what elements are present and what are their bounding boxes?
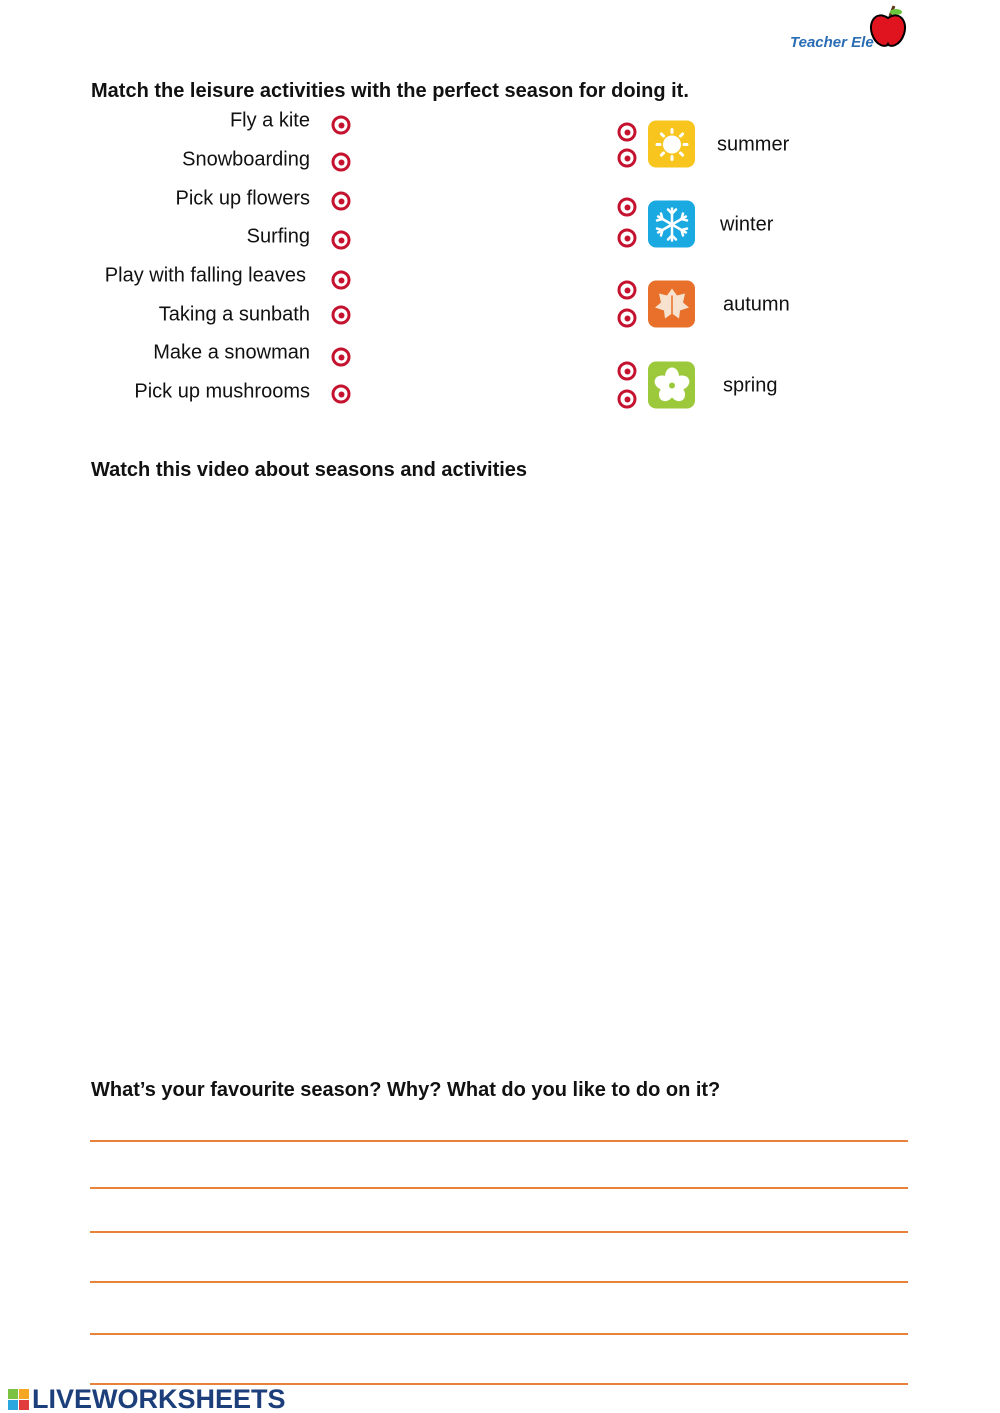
section3-title: What’s your favourite season? Why? What … [91,1079,721,1101]
season-match-dot[interactable] [617,228,637,248]
activity-label: Taking a sunbath [158,303,310,326]
activity-label: Fly a kite [229,109,310,132]
season-label: summer [717,133,790,156]
liveworksheets-logo-icon [8,1389,29,1410]
activity-match-dot[interactable] [331,230,351,250]
season-match-dot[interactable] [617,197,637,217]
season-match-dot[interactable] [617,308,637,328]
season-match-dot[interactable] [617,280,637,300]
season-label: autumn [723,293,790,316]
section1-title: Match the leisure activities with the pe… [91,80,689,102]
activity-match-dot[interactable] [331,115,351,135]
season-match-dot[interactable] [617,389,637,409]
answer-line[interactable] [90,1383,908,1385]
sun-icon [648,120,695,168]
activity-match-dot[interactable] [331,270,351,290]
answer-line[interactable] [90,1187,908,1189]
season-match-dot[interactable] [617,361,637,381]
video-area[interactable] [91,495,909,1055]
season-match-dot[interactable] [617,122,637,142]
activity-label: Pick up mushrooms [134,380,310,403]
answer-line[interactable] [90,1140,908,1142]
answer-line[interactable] [90,1231,908,1233]
season-label: winter [720,213,774,236]
season-match-dot[interactable] [617,148,637,168]
activity-label: Snowboarding [182,148,310,171]
answer-line[interactable] [90,1333,908,1335]
activity-label: Surfing [246,225,310,248]
apple-icon [870,5,906,47]
footer-brand: LIVEWORKSHEETS [8,1384,286,1413]
activity-match-dot[interactable] [331,152,351,172]
activity-label: Make a snowman [153,341,310,364]
season-label: spring [723,374,778,397]
section2-title: Watch this video about seasons and activ… [91,459,528,481]
activity-match-dot[interactable] [331,191,351,211]
activity-label: Play with falling leaves [104,264,306,287]
snowflake-icon [648,200,695,248]
activity-match-dot[interactable] [331,384,351,404]
logo-text: Teacher Ele [790,34,874,51]
activity-label: Pick up flowers [175,187,311,210]
activity-match-dot[interactable] [331,305,351,325]
leaf-icon [648,280,695,328]
hibiscus-icon [648,361,695,409]
answer-line[interactable] [90,1281,908,1283]
activity-match-dot[interactable] [331,347,351,367]
